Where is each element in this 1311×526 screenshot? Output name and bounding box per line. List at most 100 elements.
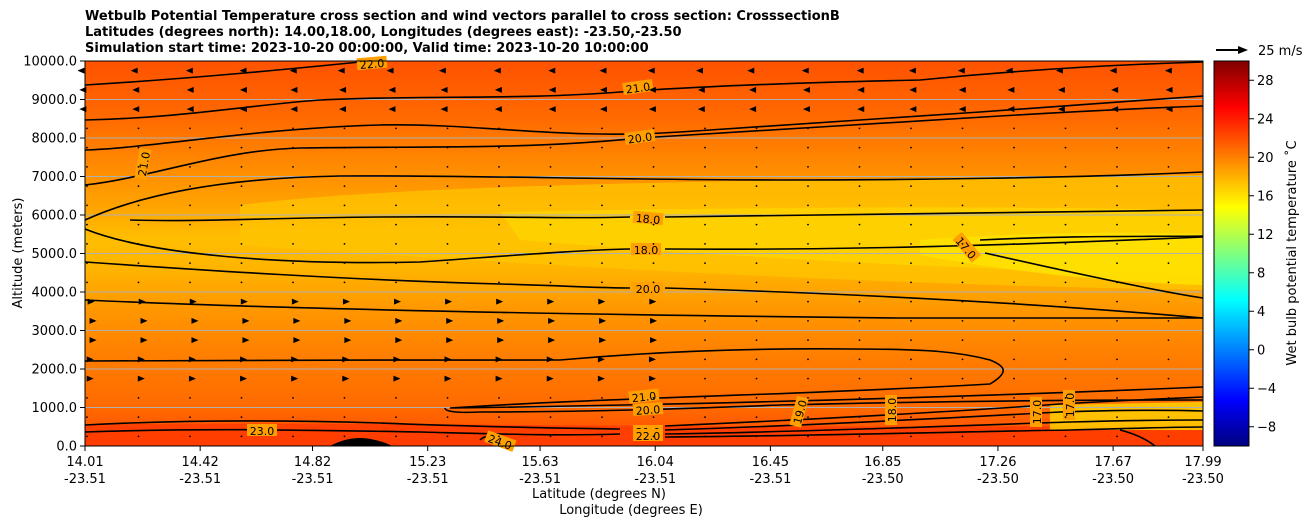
wind-vector <box>961 358 964 361</box>
wind-vector <box>292 223 294 226</box>
contour-label-text: 18.0 <box>634 244 659 257</box>
wind-vector <box>89 317 97 324</box>
x-tick-label-lon: -23.51 <box>749 472 791 487</box>
wind-vectors <box>77 67 1173 438</box>
x-tick-label-lon: -23.50 <box>1092 472 1134 487</box>
wind-vector <box>189 416 191 419</box>
wind-vector <box>137 262 140 265</box>
wind-vector <box>239 67 247 74</box>
wind-vector <box>137 435 140 438</box>
contour-label-bg <box>633 282 663 294</box>
y-tick-label: 8000.0 <box>32 132 78 147</box>
wind-vector <box>961 185 964 188</box>
wind-vector <box>961 300 964 303</box>
wind-vector <box>548 67 556 74</box>
wind-vector <box>749 86 757 93</box>
wind-vector <box>858 185 861 188</box>
wind-vector <box>910 185 912 188</box>
wind-vector <box>601 262 603 265</box>
wind-vector <box>444 356 452 363</box>
wind-vector <box>291 375 299 382</box>
wind-vector <box>386 67 394 74</box>
wind-vector <box>648 106 656 113</box>
wind-vector <box>395 317 403 324</box>
wind-vector <box>802 106 810 113</box>
wind-vector <box>755 146 758 149</box>
wind-vector <box>140 317 148 324</box>
wind-vector <box>755 223 758 226</box>
wind-vector <box>549 416 552 419</box>
wind-vector <box>291 356 299 363</box>
wind-vector <box>343 185 346 188</box>
wind-vector <box>498 223 500 226</box>
wind-vector <box>549 185 552 188</box>
wind-vector <box>858 416 861 419</box>
wind-vector <box>546 375 554 382</box>
wind-vector <box>446 204 449 207</box>
wind-vector <box>497 337 505 344</box>
x-tick-label-lat: 16.85 <box>864 455 901 470</box>
wind-vector <box>704 435 706 438</box>
wind-vector <box>86 204 88 207</box>
wind-vector <box>137 127 140 130</box>
wind-vector <box>549 435 552 438</box>
wind-vector <box>910 377 912 380</box>
wind-vector <box>807 127 809 130</box>
wind-vector <box>549 127 552 130</box>
contour-label-bg <box>134 148 152 180</box>
wind-vector <box>961 242 964 245</box>
wind-vector <box>77 67 85 74</box>
chart-title-line-2: Latitudes (degrees north): 14.00,18.00, … <box>85 25 682 40</box>
wind-vector <box>1064 165 1067 168</box>
wind-vector <box>549 204 552 207</box>
wind-vector <box>857 106 865 113</box>
wind-vector <box>601 165 603 168</box>
wind-vector <box>446 396 449 399</box>
wind-vector <box>652 435 655 438</box>
wind-vector <box>140 337 148 344</box>
wind-vector <box>189 223 191 226</box>
wind-vector <box>755 127 758 130</box>
wind-vector <box>599 86 607 93</box>
wind-vector <box>86 165 88 168</box>
contour-label-bg <box>628 388 660 404</box>
contour-label-text: 20.0 <box>635 403 660 418</box>
wind-vector <box>1116 223 1118 226</box>
wind-vector <box>1005 67 1013 74</box>
wind-vector <box>292 127 294 130</box>
wind-vector <box>395 435 397 438</box>
wind-vector <box>138 298 146 305</box>
wind-vector <box>292 146 294 149</box>
wind-vector <box>601 281 603 284</box>
wind-vector <box>807 204 809 207</box>
wind-vector <box>188 356 196 363</box>
contour-label-bg <box>622 78 654 96</box>
wind-vector <box>343 127 346 130</box>
contour-label-bg <box>631 243 661 255</box>
colorbar-tick-label: 20 <box>1257 151 1274 166</box>
wind-vector <box>961 165 964 168</box>
wind-vector <box>807 377 809 380</box>
wind-vector <box>186 86 194 93</box>
wind-vector <box>548 337 556 344</box>
wind-vector <box>240 262 243 265</box>
contour-label-layer: 22.021.021.020.018.018.0 17.020.021.020.0… <box>134 55 1077 453</box>
wind-vector <box>704 242 706 245</box>
wind-vector <box>293 317 301 324</box>
wind-vector <box>1064 377 1067 380</box>
wind-vector <box>240 165 243 168</box>
wind-vector <box>137 165 140 168</box>
wind-vector <box>498 185 500 188</box>
contour-label: 18.0 <box>631 243 661 257</box>
wind-vector <box>549 146 552 149</box>
wind-vector <box>1167 242 1170 245</box>
colorbar <box>1213 60 1250 447</box>
wind-vector <box>1167 396 1170 399</box>
wind-vector <box>910 396 912 399</box>
wind-vector <box>755 185 758 188</box>
wind-vector <box>807 262 809 265</box>
y-axis: 0.0 1000.0 2000.0 3000.0 4000.0 5000.0 6000.0 7… <box>23 55 85 455</box>
wind-vector <box>549 223 552 226</box>
wind-vector <box>1013 127 1015 130</box>
